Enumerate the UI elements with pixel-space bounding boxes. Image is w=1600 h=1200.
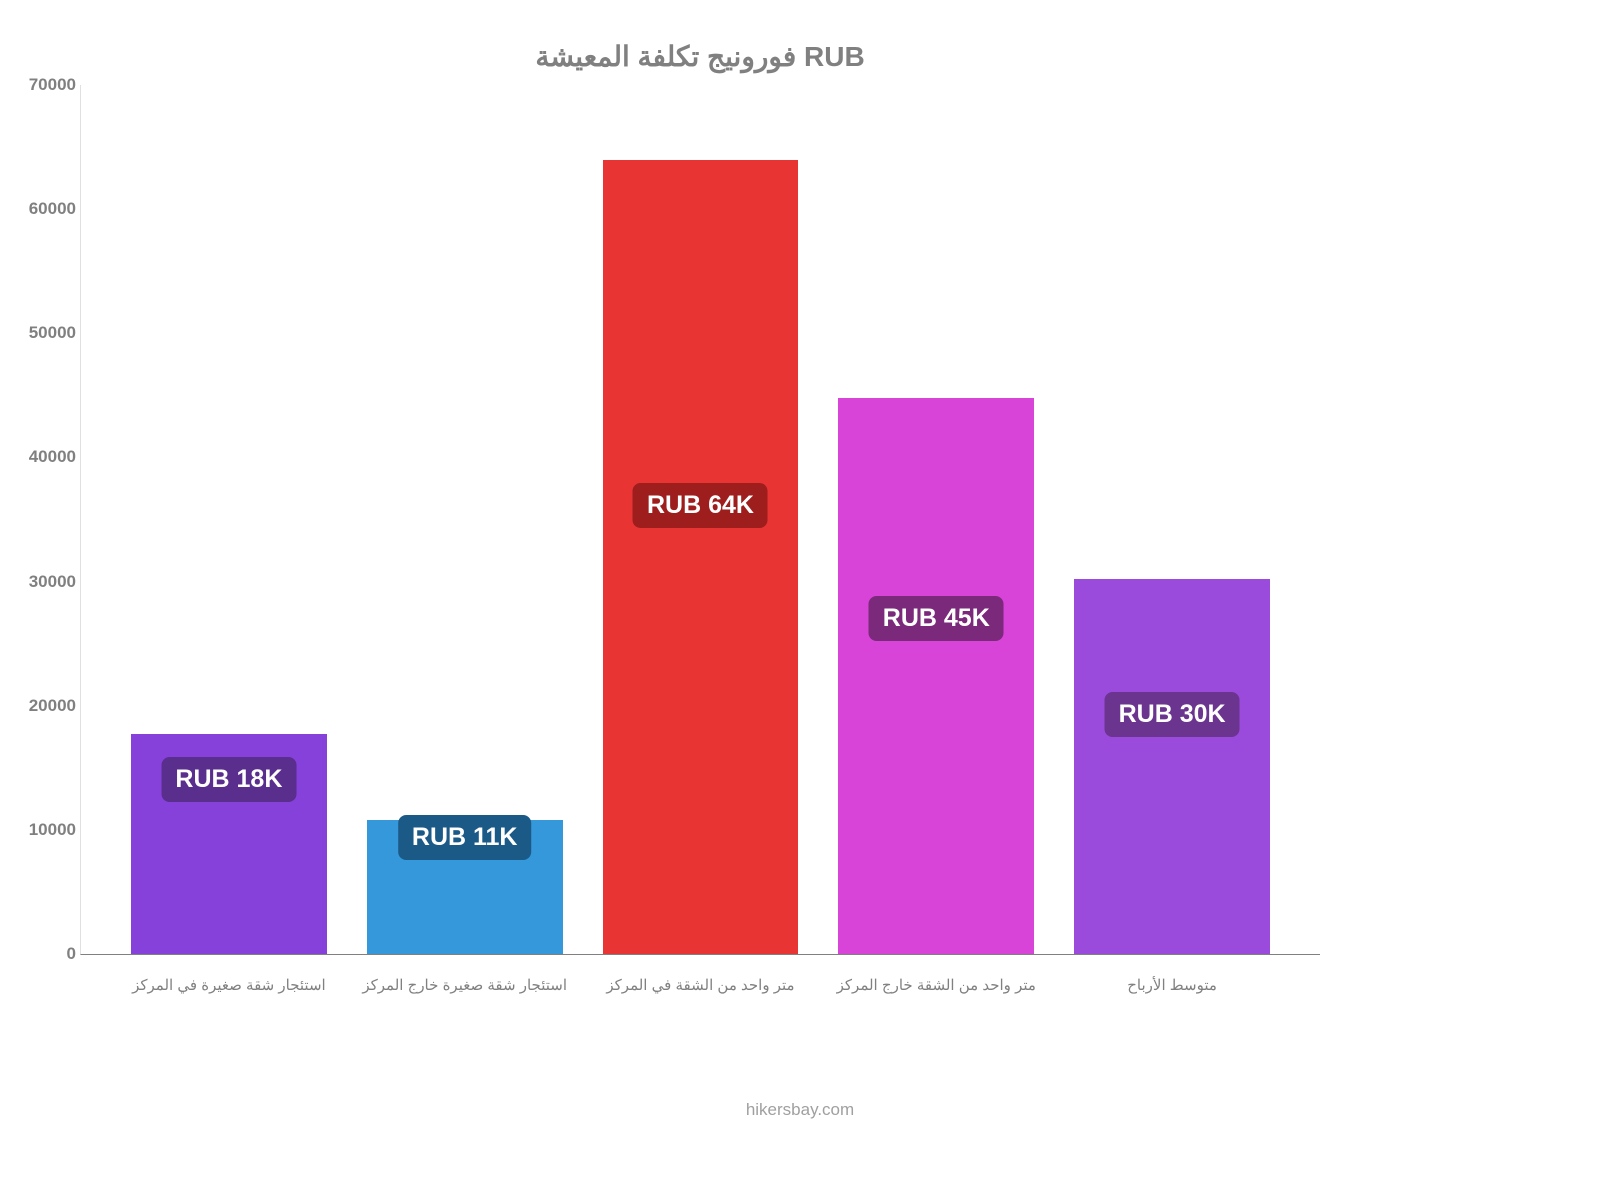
bar-4 <box>1074 579 1270 954</box>
x-label-4: متوسط الأرباح <box>1054 976 1290 994</box>
bar-3 <box>838 398 1034 954</box>
bar-group-4: RUB 30K <box>1054 85 1290 954</box>
bar-group-0: RUB 18K <box>111 85 347 954</box>
bar-label-0: RUB 18K <box>161 757 296 802</box>
bar-2 <box>603 160 799 955</box>
y-tick-0: 0 <box>21 944 76 964</box>
y-axis: 0 10000 20000 30000 40000 50000 60000 70… <box>21 85 76 954</box>
y-tick-5: 50000 <box>21 323 76 343</box>
chart-container: فورونيج تكلفة المعيشة RUB 0 10000 20000 … <box>80 40 1320 990</box>
plot-area: 0 10000 20000 30000 40000 50000 60000 70… <box>80 85 1320 955</box>
bars-area: RUB 18K RUB 11K RUB 64K RUB 45K RUB 30K <box>81 85 1320 954</box>
footer-attribution: hikersbay.com <box>0 1100 1600 1120</box>
x-label-0: استئجار شقة صغيرة في المركز <box>111 976 347 994</box>
x-label-3: متر واحد من الشقة خارج المركز <box>818 976 1054 994</box>
bar-group-2: RUB 64K <box>583 85 819 954</box>
chart-title: فورونيج تكلفة المعيشة RUB <box>80 40 1320 73</box>
bar-label-1: RUB 11K <box>398 815 532 860</box>
x-label-1: استئجار شقة صغيرة خارج المركز <box>347 976 583 994</box>
bar-label-4: RUB 30K <box>1105 692 1240 737</box>
y-tick-4: 40000 <box>21 447 76 467</box>
y-tick-1: 10000 <box>21 820 76 840</box>
x-axis: استئجار شقة صغيرة في المركز استئجار شقة … <box>81 976 1320 994</box>
bar-group-1: RUB 11K <box>347 85 583 954</box>
bar-label-3: RUB 45K <box>869 596 1004 641</box>
y-tick-2: 20000 <box>21 696 76 716</box>
y-tick-3: 30000 <box>21 572 76 592</box>
y-tick-7: 70000 <box>21 75 76 95</box>
y-tick-6: 60000 <box>21 199 76 219</box>
bar-label-2: RUB 64K <box>633 483 768 528</box>
bar-group-3: RUB 45K <box>818 85 1054 954</box>
x-label-2: متر واحد من الشقة في المركز <box>583 976 819 994</box>
